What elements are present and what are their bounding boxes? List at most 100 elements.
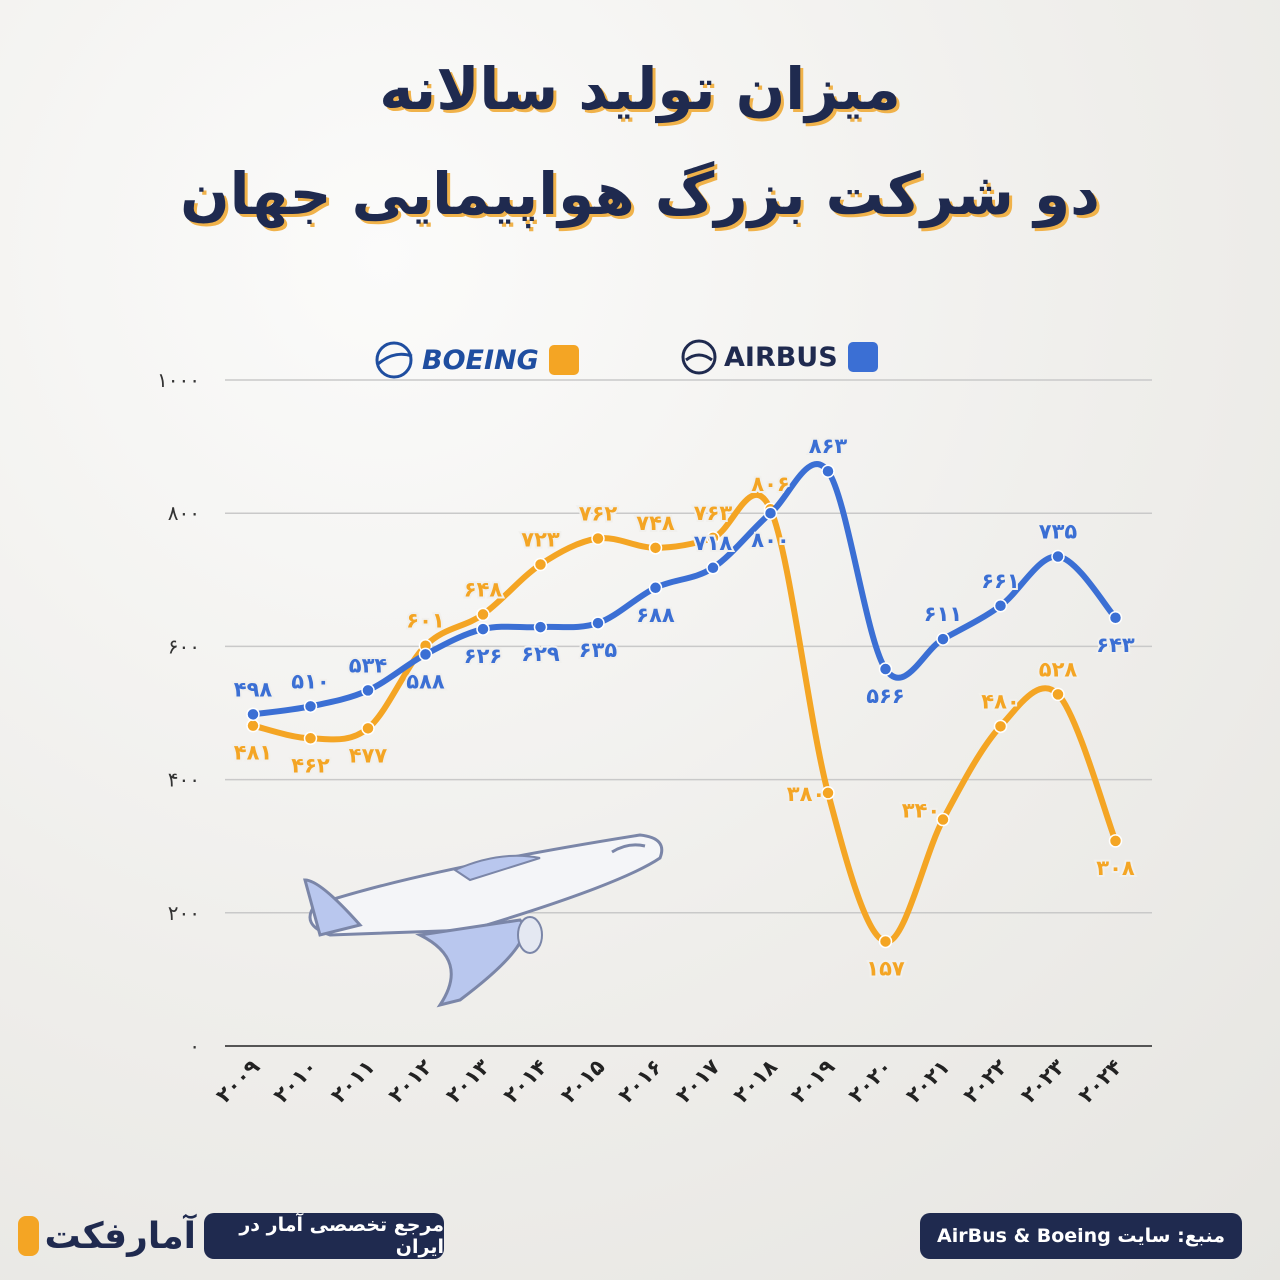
data-label: ۴۸۱ xyxy=(234,741,272,765)
y-axis-ticks: ۰ ۲۰۰ ۴۰۰ ۶۰۰ ۸۰۰ ۱۰۰۰ xyxy=(157,368,200,1058)
data-label: ۷۱۸ xyxy=(694,531,733,555)
data-label: ۴۶۲ xyxy=(291,753,330,777)
data-point xyxy=(361,721,375,736)
y-tick-label: ۸۰۰ xyxy=(168,501,200,525)
x-tick-label: ۲۰۱۷ xyxy=(671,1054,724,1107)
y-tick-label: ۲۰۰ xyxy=(168,901,200,925)
data-point xyxy=(361,683,375,698)
data-point xyxy=(936,812,950,827)
y-tick-label: ۱۰۰۰ xyxy=(157,368,200,392)
boeing-logo-icon xyxy=(375,341,413,379)
data-label: ۸۰۶ xyxy=(751,472,789,496)
data-point xyxy=(246,718,260,733)
data-label: ۶۳۵ xyxy=(579,638,618,662)
data-point xyxy=(821,464,835,478)
data-point xyxy=(706,561,720,575)
chart-title-line2: دو شرکت بزرگ هواپیمایی جهان xyxy=(180,160,1100,228)
data-label: ۶۲۹ xyxy=(521,642,560,666)
data-label: ۱۵۷ xyxy=(866,956,905,980)
data-label: ۶۶۱ xyxy=(981,569,1019,593)
data-label: ۵۶۶ xyxy=(866,684,904,708)
data-point xyxy=(591,616,605,630)
x-tick-label: ۲۰۱۸ xyxy=(729,1054,782,1107)
data-label: ۶۴۸ xyxy=(464,577,503,601)
legend-item-airbus: AIRBUS xyxy=(680,338,878,376)
y-tick-label: ۰ xyxy=(189,1034,200,1058)
data-label: ۳۸۰ xyxy=(787,782,825,806)
data-label: ۵۸۸ xyxy=(406,669,445,693)
x-tick-label: ۲۰۱۳ xyxy=(441,1054,494,1107)
series-line-airbus xyxy=(250,461,1119,718)
brand-name: آمارفکت xyxy=(44,1215,197,1257)
data-point xyxy=(591,531,605,546)
data-label: ۶۱۱ xyxy=(924,602,962,626)
data-label: ۶۰۱ xyxy=(406,609,444,633)
brand-logo: آمارفکت xyxy=(18,1208,196,1264)
data-label: ۷۲۳ xyxy=(521,527,560,551)
x-tick-label: ۲۰۲۳ xyxy=(1016,1054,1069,1107)
source-badge: منبع: سایت AirBus & Boeing xyxy=(920,1213,1242,1259)
data-label: ۴۹۸ xyxy=(234,677,273,701)
data-point xyxy=(763,506,778,520)
brand-mark-icon xyxy=(18,1216,39,1256)
data-point xyxy=(1108,611,1123,625)
x-tick-label: ۲۰۱۰ xyxy=(269,1055,322,1108)
data-label: ۳۴۰ xyxy=(902,799,940,823)
data-label: ۷۶۳ xyxy=(694,501,733,525)
x-tick-label: ۲۰۱۱ xyxy=(326,1055,379,1108)
y-tick-label: ۴۰۰ xyxy=(168,768,200,792)
data-point xyxy=(648,541,663,555)
x-tick-label: ۲۰۱۵ xyxy=(556,1054,609,1107)
data-point xyxy=(1051,549,1065,564)
data-point xyxy=(878,934,893,949)
x-tick-label: ۲۰۱۹ xyxy=(786,1054,839,1107)
airplane-sketch-icon xyxy=(303,833,664,1008)
data-label: ۶۴۳ xyxy=(1096,633,1135,657)
data-point xyxy=(1051,687,1065,702)
x-tick-label: ۲۰۱۶ xyxy=(614,1055,667,1108)
data-label: ۳۰۸ xyxy=(1096,856,1135,880)
y-tick-label: ۶۰۰ xyxy=(168,634,200,658)
data-point xyxy=(821,786,835,800)
data-point xyxy=(476,622,490,636)
x-tick-label: ۲۰۲۴ xyxy=(1074,1054,1127,1107)
data-point xyxy=(303,699,318,714)
legend-swatch-boeing xyxy=(548,345,579,375)
data-point xyxy=(706,531,720,545)
data-point xyxy=(418,647,433,662)
tagline-badge: مرجع تخصصی آمار در ایران xyxy=(204,1213,444,1259)
data-point xyxy=(303,731,318,746)
legend-swatch-airbus xyxy=(847,342,878,372)
data-label: ۶۸۸ xyxy=(636,603,675,627)
legend-item-boeing: BOEING xyxy=(372,338,579,382)
data-point xyxy=(1108,834,1123,848)
data-label: ۴۸۰ xyxy=(981,689,1019,713)
data-label: ۵۳۴ xyxy=(349,653,388,677)
data-point xyxy=(878,662,893,676)
x-tick-label: ۲۰۲۲ xyxy=(959,1054,1012,1107)
data-point xyxy=(533,557,548,572)
data-label: ۷۳۵ xyxy=(1039,519,1078,543)
data-label: ۷۶۲ xyxy=(579,502,618,526)
data-label: ۵۱۰ xyxy=(291,669,329,693)
x-tick-label: ۲۰۱۴ xyxy=(499,1054,552,1107)
data-point xyxy=(246,707,260,722)
data-point xyxy=(533,620,548,634)
airbus-logo-icon xyxy=(681,339,717,375)
legend-label-boeing: BOEING xyxy=(422,344,539,376)
data-point xyxy=(476,607,490,622)
data-label: ۷۴۸ xyxy=(636,511,675,535)
series-line-boeing xyxy=(250,491,1119,945)
data-point xyxy=(993,719,1008,734)
chart-series xyxy=(246,461,1123,949)
x-tick-label: ۲۰۲۰ xyxy=(844,1055,897,1108)
chart-title-line1: میزان تولید سالانه xyxy=(379,55,901,123)
data-point xyxy=(936,632,950,646)
legend-label-airbus: AIRBUS xyxy=(724,341,838,373)
data-label: ۴۷۷ xyxy=(349,743,388,767)
data-label: ۸۶۳ xyxy=(809,434,848,458)
x-tick-label: ۲۰۲۱ xyxy=(901,1055,954,1108)
data-point xyxy=(648,581,663,595)
x-tick-label: ۲۰۰۹ xyxy=(211,1054,264,1107)
chart-gridlines xyxy=(225,379,1152,1047)
